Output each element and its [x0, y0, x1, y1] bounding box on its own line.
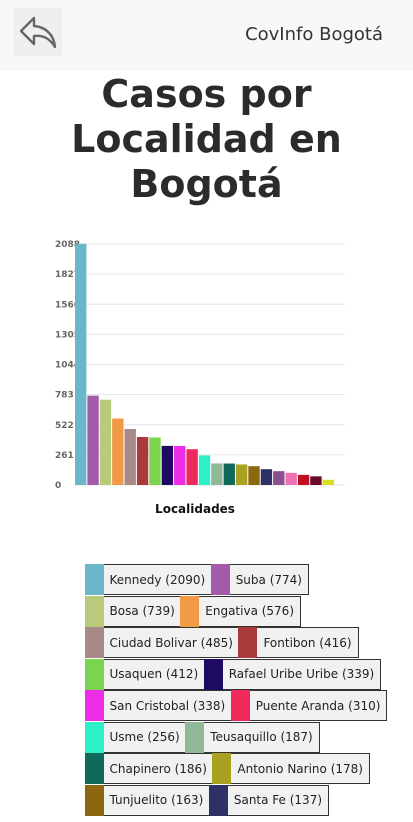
legend-item[interactable]: Rafael Uribe Uribe (339) — [203, 658, 382, 690]
legend-label: Antonio Narino (178) — [237, 761, 363, 776]
legend-item[interactable]: San Cristobal (338) — [84, 690, 233, 721]
legend-label: Puente Aranda (310) — [255, 698, 381, 713]
y-tick-label: 2088 — [55, 240, 80, 250]
page-title-line-1: Casos por — [101, 72, 312, 116]
legend-row: Usaquen (412) Rafael Uribe Uribe (339) — [84, 658, 382, 690]
bar-suba[interactable] — [87, 395, 99, 485]
legend-item[interactable]: Usaquen (412) — [84, 658, 206, 690]
y-tick-label: 1305 — [55, 330, 80, 340]
bar-teusaquillo[interactable] — [211, 463, 223, 485]
legend-swatch — [84, 784, 104, 816]
legend-label: Chapinero (186) — [109, 761, 207, 776]
legend-label: Bosa (739) — [109, 604, 175, 618]
bar-candelaria[interactable] — [297, 474, 310, 485]
legend-item[interactable]: Engativa (576) — [180, 595, 301, 627]
legend-swatch — [238, 627, 258, 658]
bar-martires[interactable] — [285, 472, 297, 485]
legend-swatch — [203, 658, 223, 690]
bar-fontibon[interactable] — [136, 436, 149, 485]
y-tick-label: 0 — [55, 481, 61, 491]
y-tick-label: 1827 — [55, 270, 80, 280]
legend-label: Engativa (576) — [205, 604, 294, 618]
page-title-line-3: Bogotá — [130, 162, 283, 206]
legend-swatch — [84, 721, 104, 753]
legend-item[interactable]: Fontibon (416) — [238, 627, 359, 658]
bar-bosa[interactable] — [99, 399, 112, 485]
legend-label: Usme (256) — [109, 730, 180, 744]
bar-usaquen[interactable] — [149, 437, 161, 485]
bar-otro[interactable] — [322, 479, 334, 485]
legend-swatch — [208, 784, 228, 816]
legend-item[interactable]: Puente Aranda (310) — [230, 690, 388, 721]
legend-label: Teusaquillo (187) — [210, 730, 313, 744]
bar-puente-aranda[interactable] — [186, 449, 198, 485]
page-title: Casos por Localidad en Bogotá — [0, 72, 413, 207]
legend-swatch — [84, 595, 104, 627]
bar-antonio-narino[interactable] — [235, 464, 248, 485]
legend-label: Kennedy (2090) — [109, 572, 206, 587]
legend-row: Kennedy (2090) Suba (774) — [84, 564, 309, 595]
bar-ciudad-bolivar[interactable] — [124, 429, 136, 485]
y-tick-label: 783 — [55, 391, 74, 401]
top-app-bar: CovInfo Bogotá — [0, 0, 413, 71]
legend-item[interactable]: Antonio Narino (178) — [212, 753, 370, 784]
legend-row: Ciudad Bolivar (485) Fontibon (416) — [84, 627, 359, 658]
legend-row: Tunjuelito (163) Santa Fe (137) — [84, 784, 330, 816]
y-tick-label: 522 — [55, 421, 74, 431]
back-button[interactable] — [14, 8, 62, 56]
legend-swatch — [84, 658, 104, 690]
legend-swatch — [185, 721, 205, 753]
legend-label: Usaquen (412) — [109, 667, 199, 681]
y-tick-label: 1044 — [55, 361, 80, 371]
legend-swatch — [210, 564, 230, 595]
legend-swatch — [84, 690, 104, 721]
page-title-line-2: Localidad en — [71, 117, 342, 161]
legend-item[interactable]: Usme (256) — [84, 721, 187, 753]
legend-swatch — [230, 690, 250, 721]
bar-engativa[interactable] — [112, 418, 124, 485]
legend-row: San Cristobal (338) Puente Aranda (310) — [84, 690, 388, 721]
legend-swatch — [84, 753, 104, 784]
y-tick-label: 261 — [55, 451, 74, 461]
legend-item[interactable]: Santa Fe (137) — [208, 784, 330, 816]
legend-item[interactable]: Chapinero (186) — [84, 753, 214, 784]
legend-item[interactable]: Bosa (739) — [84, 595, 182, 627]
bar-barrios-unidos[interactable] — [273, 471, 285, 485]
legend-swatch — [212, 753, 232, 784]
legend-swatch — [180, 595, 200, 627]
legend-item[interactable]: Kennedy (2090) — [84, 564, 213, 595]
legend-label: Ciudad Bolivar (485) — [109, 635, 233, 650]
y-tick-label: 1566 — [55, 300, 80, 310]
bar-sumapaz[interactable] — [310, 476, 322, 485]
bar-kennedy[interactable] — [75, 243, 87, 485]
app-title: CovInfo Bogotá — [245, 24, 383, 45]
legend-item[interactable]: Tunjuelito (163) — [84, 784, 211, 816]
legend-swatch — [84, 564, 104, 595]
bar-usme[interactable] — [198, 455, 211, 485]
legend-label: Santa Fe (137) — [233, 793, 323, 807]
bar-san-cristobal[interactable] — [174, 445, 186, 485]
bar-chapinero[interactable] — [223, 463, 235, 485]
legend-swatch — [84, 627, 104, 658]
legend-label: Tunjuelito (163) — [109, 793, 204, 807]
legend-item[interactable]: Teusaquillo (187) — [185, 721, 320, 753]
x-axis-label: Localidades — [155, 502, 235, 516]
legend-row: Usme (256) Teusaquillo (187) — [84, 721, 320, 753]
bar-santa-fe[interactable] — [260, 469, 273, 485]
legend-row: Chapinero (186) Antonio Narino (178) — [84, 753, 370, 784]
legend-label: Suba (774) — [235, 572, 302, 587]
cases-bar-chart: 0 261 522 783 1044 1305 1566 1827 2088 Localidade… — [55, 240, 345, 516]
legend-item[interactable]: Ciudad Bolivar (485) — [84, 627, 240, 658]
legend-label: San Cristobal (338) — [109, 698, 226, 713]
legend-label: Fontibon (416) — [263, 635, 352, 650]
bar-tunjuelito[interactable] — [248, 466, 260, 485]
bar-rafael-uribe-uribe[interactable] — [161, 445, 174, 485]
legend-row: Bosa (739) Engativa (576) — [84, 595, 301, 627]
back-arrow-icon — [19, 16, 57, 49]
legend-label: Rafael Uribe Uribe (339) — [228, 667, 375, 681]
legend-item[interactable]: Suba (774) — [210, 564, 309, 595]
